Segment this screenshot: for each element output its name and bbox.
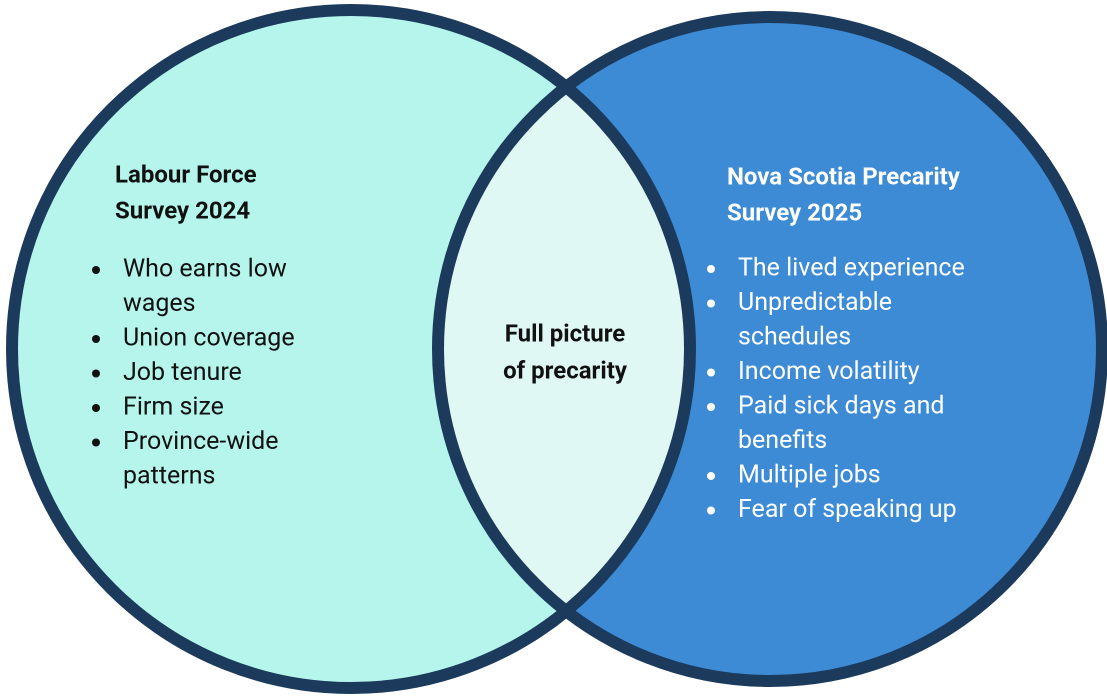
bullet xyxy=(92,335,100,343)
bullet xyxy=(707,368,715,377)
bullet xyxy=(92,438,100,447)
list-item: Who earns low xyxy=(123,255,287,284)
list-item: Job tenure xyxy=(123,358,242,387)
section-title: Labour Force xyxy=(115,160,257,188)
list-item: Province-wide xyxy=(123,427,279,456)
bullet xyxy=(707,472,715,480)
right-outline xyxy=(432,11,1107,687)
bullet xyxy=(707,403,715,411)
list-item: patterns xyxy=(123,462,215,491)
list-item: Income volatility xyxy=(738,357,920,386)
list-item: The lived experience xyxy=(738,254,965,283)
section-title: Survey 2024 xyxy=(115,196,250,224)
bullet xyxy=(707,506,715,515)
list-item: Fear of speaking up xyxy=(738,495,957,524)
list-item: Unpredictable xyxy=(738,288,892,317)
center-label: of precarity xyxy=(503,356,628,384)
list-item: Union coverage xyxy=(123,324,295,353)
bullet xyxy=(92,369,100,378)
center-label: Full picture xyxy=(505,319,626,347)
section-title: Nova Scotia Precarity xyxy=(727,162,961,190)
bullet xyxy=(707,265,715,273)
bullet xyxy=(92,404,100,412)
bullet xyxy=(707,299,715,308)
list-item: schedules xyxy=(738,323,851,352)
intersection xyxy=(438,17,690,681)
list-item: Paid sick days and xyxy=(738,392,945,421)
list-item: Multiple jobs xyxy=(738,461,881,490)
list-item: benefits xyxy=(738,426,827,455)
bullet xyxy=(92,266,100,274)
list-item: wages xyxy=(123,289,196,318)
list-item: Firm size xyxy=(123,393,224,422)
left-outline xyxy=(6,4,696,694)
section-title: Survey 2025 xyxy=(727,198,862,226)
